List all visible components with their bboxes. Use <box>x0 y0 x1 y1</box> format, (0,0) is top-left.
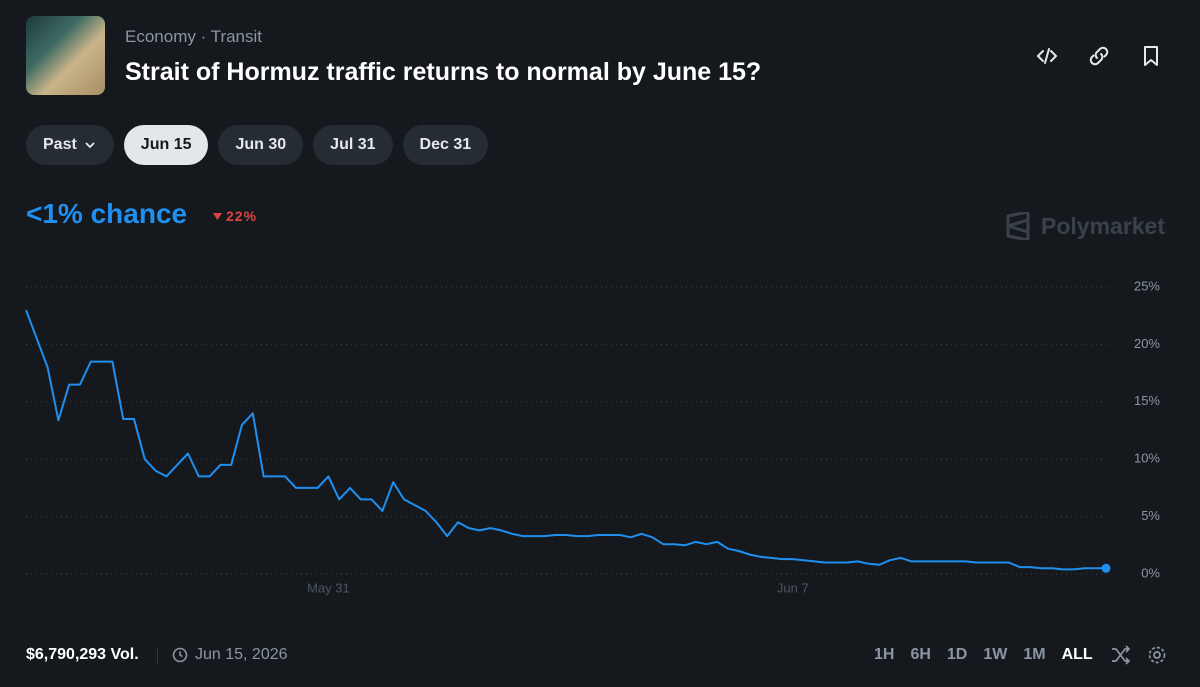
date-tabs: Past Jun 15 Jun 30 Jul 31 Dec 31 <box>26 125 489 165</box>
end-date-text: Jun 15, 2026 <box>195 646 288 663</box>
y-tick-label: 25% <box>1134 278 1160 293</box>
y-tick-label: 0% <box>1141 565 1160 580</box>
y-tick-label: 20% <box>1134 336 1160 351</box>
chevron <box>85 142 95 149</box>
down-arrow <box>213 213 222 220</box>
shuffle-icon[interactable] <box>1112 645 1131 665</box>
volume: $6,790,293 Vol. <box>26 646 139 663</box>
x-tick-label: May 31 <box>307 580 350 595</box>
change-value: 22% <box>226 208 258 224</box>
date-tab[interactable]: Jun 30 <box>218 125 304 165</box>
chance: <1% chance <box>26 198 188 229</box>
range-selector: 1H 6H 1D 1W 1M ALL <box>874 646 1093 664</box>
range-button[interactable]: 1D <box>946 646 968 663</box>
brand-logo <box>1006 212 1030 240</box>
embed-icon[interactable] <box>1035 44 1059 68</box>
settings-icon[interactable] <box>1148 646 1166 664</box>
subcategory[interactable]: Transit <box>210 27 263 46</box>
change: 22% <box>212 208 257 224</box>
date-tab-label: Dec 31 <box>419 136 472 153</box>
y-tick-label: 5% <box>1141 508 1160 523</box>
y-tick-label: 15% <box>1134 393 1160 408</box>
date-tab[interactable]: Past <box>26 125 114 165</box>
y-tick-label: 10% <box>1134 451 1160 466</box>
separator <box>157 648 158 664</box>
category[interactable]: Economy <box>125 27 196 46</box>
x-tick-label: Jun 7 <box>777 580 809 595</box>
date-tab-label: Past <box>43 136 77 153</box>
date-tab[interactable]: Dec 31 <box>402 125 489 165</box>
range-button[interactable]: ALL <box>1061 646 1093 663</box>
clock-icon <box>172 647 188 663</box>
price-line <box>25 309 1106 571</box>
action-icons <box>1035 44 1163 68</box>
end-point <box>1101 563 1111 573</box>
range-button[interactable]: 1H <box>874 646 895 663</box>
chart-tools <box>1112 645 1166 665</box>
end-date: Jun 15, 2026 <box>172 646 288 664</box>
date-tab[interactable]: Jul 31 <box>313 125 393 165</box>
market-thumbnail <box>26 16 105 95</box>
range-button[interactable]: 1W <box>983 646 1008 663</box>
date-tab-label: Jun 15 <box>140 136 192 153</box>
date-tab[interactable]: Jun 15 <box>123 125 209 165</box>
link-icon[interactable] <box>1087 44 1111 68</box>
market-title: Strait of Hormuz traffic returns to norm… <box>125 58 762 86</box>
breadcrumb: Economy · Transit <box>125 27 263 46</box>
date-tab-label: Jul 31 <box>330 136 376 153</box>
brand-watermark: Polymarket <box>1005 212 1165 240</box>
brand-name: Polymarket <box>1041 212 1166 239</box>
range-button[interactable]: 1M <box>1023 646 1046 663</box>
date-tab-label: Jun 30 <box>235 136 287 153</box>
bookmark-icon[interactable] <box>1139 44 1163 68</box>
range-button[interactable]: 6H <box>910 646 931 663</box>
